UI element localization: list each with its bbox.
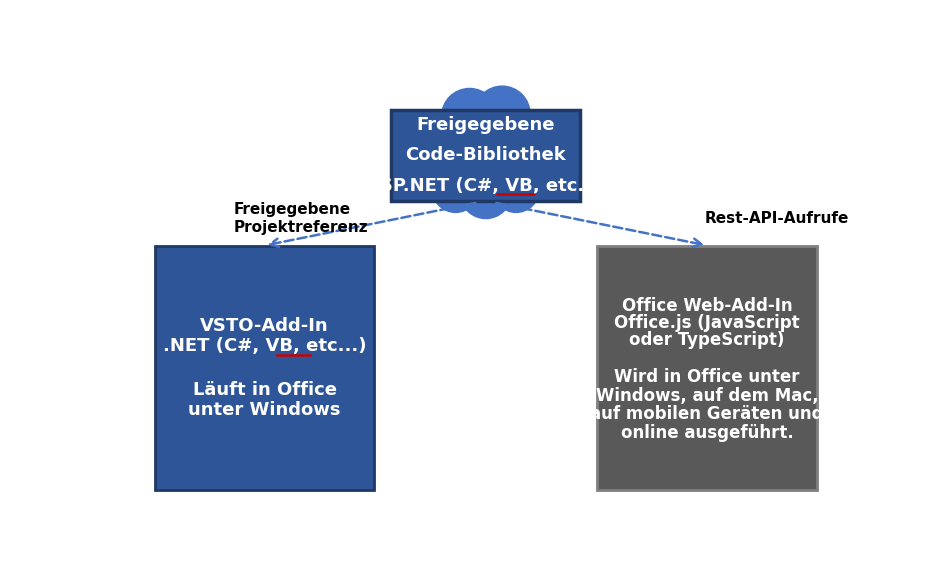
FancyBboxPatch shape (155, 245, 374, 490)
FancyBboxPatch shape (392, 110, 580, 201)
Circle shape (424, 110, 483, 168)
Text: Office Web-Add-In: Office Web-Add-In (622, 297, 793, 315)
Text: Code-Bibliothek: Code-Bibliothek (406, 146, 566, 164)
Circle shape (400, 131, 451, 182)
Text: Rest-API-Aufrufe: Rest-API-Aufrufe (704, 211, 848, 226)
Circle shape (474, 86, 530, 142)
FancyBboxPatch shape (597, 245, 817, 490)
Text: online ausgeführt.: online ausgeführt. (621, 424, 793, 442)
Circle shape (489, 110, 548, 168)
Circle shape (432, 166, 479, 212)
Text: ASP.NET (C#, VB, etc...): ASP.NET (C#, VB, etc...) (366, 177, 606, 195)
Text: Freigegebene: Freigegebene (416, 116, 556, 134)
Text: unter Windows: unter Windows (189, 401, 341, 419)
Text: oder TypeScript): oder TypeScript) (629, 331, 785, 349)
Circle shape (392, 153, 438, 199)
Circle shape (442, 89, 498, 144)
Text: VSTO-Add-In: VSTO-Add-In (200, 317, 329, 335)
Circle shape (461, 168, 511, 219)
Text: Wird in Office unter: Wird in Office unter (614, 368, 800, 386)
Text: Freigegebene
Projektreferenz: Freigegebene Projektreferenz (233, 202, 368, 235)
Text: Windows, auf dem Mac,: Windows, auf dem Mac, (595, 387, 818, 405)
Circle shape (520, 131, 572, 182)
Circle shape (534, 153, 580, 199)
Circle shape (448, 93, 523, 167)
Text: .NET (C#, VB, etc...): .NET (C#, VB, etc...) (163, 338, 366, 356)
Text: Office.js (JavaScript: Office.js (JavaScript (614, 314, 800, 332)
Text: Läuft in Office: Läuft in Office (192, 381, 337, 399)
Circle shape (493, 166, 539, 212)
Text: auf mobilen Geräten und: auf mobilen Geräten und (591, 405, 824, 423)
